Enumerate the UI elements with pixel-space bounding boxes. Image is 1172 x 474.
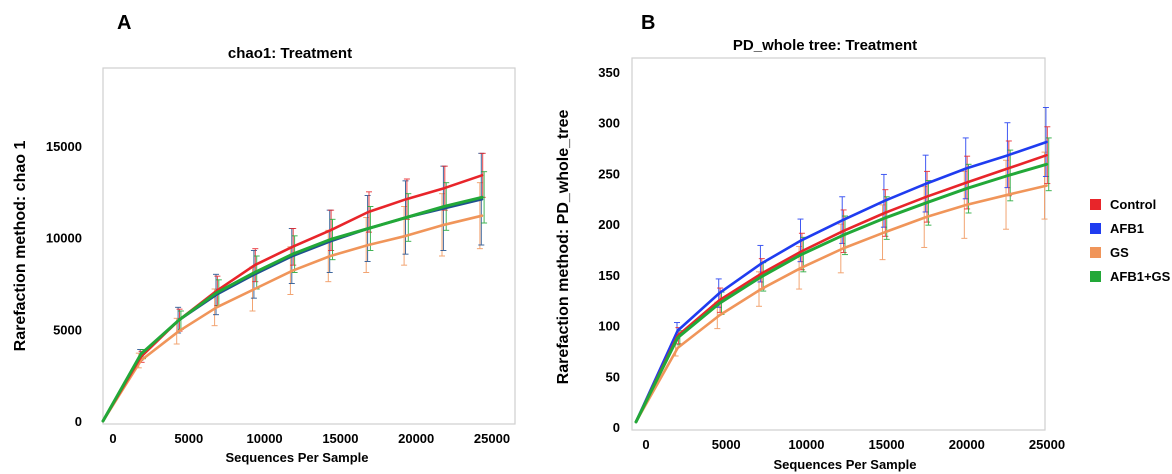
x-tick-label-a: 10000 [247,431,283,446]
series-line-afb1-b [634,140,1048,424]
x-tick-label-b: 10000 [788,437,824,452]
x-axis-label-b: Sequences Per Sample [773,457,916,472]
series-line-gs-a [101,214,484,423]
legend-item-control: Control [1090,197,1156,212]
series-line-control-b [634,153,1048,424]
x-tick-label-a: 5000 [174,431,203,446]
panel-letter-b: B [641,12,655,34]
y-tick-label-b: 250 [598,166,620,181]
y-tick-label-b: 100 [598,319,620,334]
x-tick-label-a: 20000 [398,431,434,446]
series-line-gs-b [634,184,1048,424]
y-tick-label-b: 200 [598,217,620,232]
series-line-afb1-gs-b [634,162,1049,424]
y-axis-label-a: Rarefaction method: chao 1 [12,141,29,352]
x-tick-label-b: 15000 [869,437,905,452]
y-tick-label-a: 10000 [46,231,82,246]
y-axis-label-b: Rarefaction method: PD_whole_tree [555,110,572,385]
x-tick-label-b: 0 [642,437,649,452]
chart-title-b: PD_whole tree: Treatment [733,37,917,54]
x-tick-label-b: 5000 [712,437,741,452]
legend-item-afb1-gs: AFB1+GS [1090,269,1171,284]
x-tick-label-a: 0 [109,431,116,446]
legend-label-control: Control [1110,197,1156,212]
legend-swatch-afb1 [1090,223,1101,234]
legend-swatch-control [1090,199,1101,210]
legend-label-gs: GS [1110,245,1129,260]
series-line-afb1-gs-a [101,195,484,423]
y-tick-label-a: 15000 [46,139,82,154]
error-bar-afb1-gs-b [1045,137,1052,192]
legend-swatch-afb1-gs [1090,271,1101,282]
x-tick-label-a: 15000 [322,431,358,446]
x-tick-label-b: 25000 [1029,437,1065,452]
y-tick-label-b: 350 [598,65,620,80]
y-tick-label-b: 150 [598,268,620,283]
chart-title-a: chao1: Treatment [228,45,352,62]
panel-letter-a: A [117,12,131,34]
legend: Control AFB1 GS AFB1+GS [1090,197,1171,284]
x-tick-label-b: 20000 [949,437,985,452]
plot-frame-b [631,57,1046,431]
y-tick-label-b: 50 [606,369,620,384]
x-axis-label-a: Sequences Per Sample [225,450,368,465]
plot-area-b: 0 5000 10000 15000 20000 25000 0 50 100 150 200 250… [598,65,1065,452]
y-tick-label-a: 0 [75,414,82,429]
x-tick-label-a: 25000 [474,431,510,446]
legend-item-afb1: AFB1 [1090,221,1144,236]
series-line-afb1-a [101,197,484,423]
plot-area-a: 0 5000 10000 15000 20000 25000 0 5000 10000 15000 [46,139,510,446]
y-tick-label-b: 0 [613,420,620,435]
legend-swatch-gs [1090,247,1101,258]
legend-label-afb1-gs: AFB1+GS [1110,269,1171,284]
plot-frame-a [102,67,516,425]
error-bar-afb1-gs-a [481,171,488,224]
legend-item-gs: GS [1090,245,1129,260]
y-tick-label-a: 5000 [53,322,82,337]
legend-label-afb1: AFB1 [1110,221,1144,236]
y-tick-label-b: 300 [598,116,620,131]
